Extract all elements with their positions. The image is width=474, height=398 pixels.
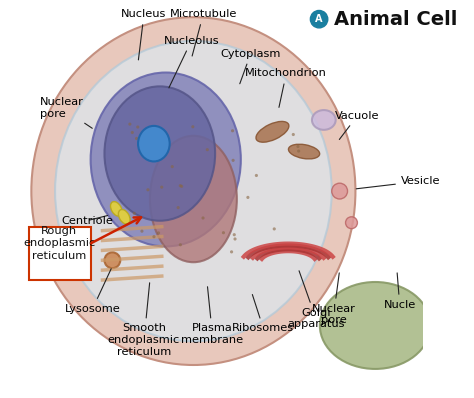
- Ellipse shape: [320, 282, 430, 369]
- Ellipse shape: [230, 250, 233, 254]
- Ellipse shape: [222, 231, 225, 234]
- Ellipse shape: [146, 188, 149, 191]
- Ellipse shape: [231, 159, 235, 162]
- Text: Nucleus: Nucleus: [121, 9, 167, 60]
- Text: Ribosomes: Ribosomes: [232, 295, 294, 334]
- Text: Animal Cell: Animal Cell: [334, 10, 457, 29]
- Ellipse shape: [131, 131, 134, 134]
- Ellipse shape: [55, 41, 332, 341]
- Text: A: A: [315, 14, 323, 24]
- Text: Microtubule: Microtubule: [170, 9, 237, 56]
- Ellipse shape: [110, 202, 122, 216]
- Ellipse shape: [152, 235, 155, 238]
- Ellipse shape: [191, 125, 194, 128]
- Ellipse shape: [273, 227, 276, 230]
- Text: Rough
endoplasmic
reticulum: Rough endoplasmic reticulum: [23, 226, 95, 261]
- Ellipse shape: [160, 185, 164, 189]
- Ellipse shape: [312, 110, 336, 130]
- Ellipse shape: [296, 145, 300, 148]
- Text: Plasma
membrane: Plasma membrane: [181, 287, 244, 345]
- Ellipse shape: [31, 17, 355, 365]
- Ellipse shape: [138, 126, 170, 162]
- Ellipse shape: [346, 217, 357, 228]
- Ellipse shape: [136, 125, 139, 129]
- Ellipse shape: [118, 209, 130, 224]
- Bar: [29, 227, 91, 280]
- Ellipse shape: [246, 196, 249, 199]
- Text: Mitochondrion: Mitochondrion: [246, 68, 327, 107]
- Text: Smooth
endoplasmic
reticulum: Smooth endoplasmic reticulum: [108, 283, 180, 357]
- Text: Vacuole: Vacuole: [335, 111, 380, 139]
- Ellipse shape: [233, 233, 236, 236]
- Ellipse shape: [289, 144, 319, 159]
- Ellipse shape: [256, 121, 289, 142]
- Ellipse shape: [157, 231, 160, 234]
- Text: Nucleolus: Nucleolus: [164, 36, 219, 88]
- Text: Lysosome: Lysosome: [65, 269, 120, 314]
- Text: Nuclear
pore: Nuclear pore: [312, 273, 356, 325]
- Circle shape: [310, 10, 328, 28]
- Ellipse shape: [292, 133, 295, 136]
- Ellipse shape: [140, 230, 144, 233]
- Ellipse shape: [104, 86, 215, 221]
- Ellipse shape: [177, 206, 180, 209]
- Ellipse shape: [233, 237, 237, 240]
- Ellipse shape: [332, 183, 347, 199]
- Ellipse shape: [297, 150, 300, 153]
- Ellipse shape: [91, 72, 241, 246]
- Ellipse shape: [133, 212, 136, 215]
- Ellipse shape: [180, 185, 183, 188]
- Text: Vesicle: Vesicle: [356, 176, 440, 189]
- Ellipse shape: [179, 184, 182, 187]
- Ellipse shape: [150, 136, 237, 262]
- Ellipse shape: [104, 252, 120, 268]
- Text: Nucle: Nucle: [383, 273, 416, 310]
- Text: Nuclear
pore: Nuclear pore: [40, 97, 92, 128]
- Ellipse shape: [171, 165, 174, 168]
- Ellipse shape: [206, 148, 209, 151]
- Text: Golgi
apparatus: Golgi apparatus: [287, 271, 345, 329]
- Ellipse shape: [135, 137, 138, 140]
- Ellipse shape: [179, 243, 182, 246]
- Text: Cytoplasm: Cytoplasm: [220, 49, 281, 84]
- Ellipse shape: [255, 174, 258, 177]
- Ellipse shape: [201, 217, 205, 220]
- Ellipse shape: [231, 129, 234, 133]
- Text: Centriole: Centriole: [61, 215, 113, 226]
- Ellipse shape: [128, 123, 131, 126]
